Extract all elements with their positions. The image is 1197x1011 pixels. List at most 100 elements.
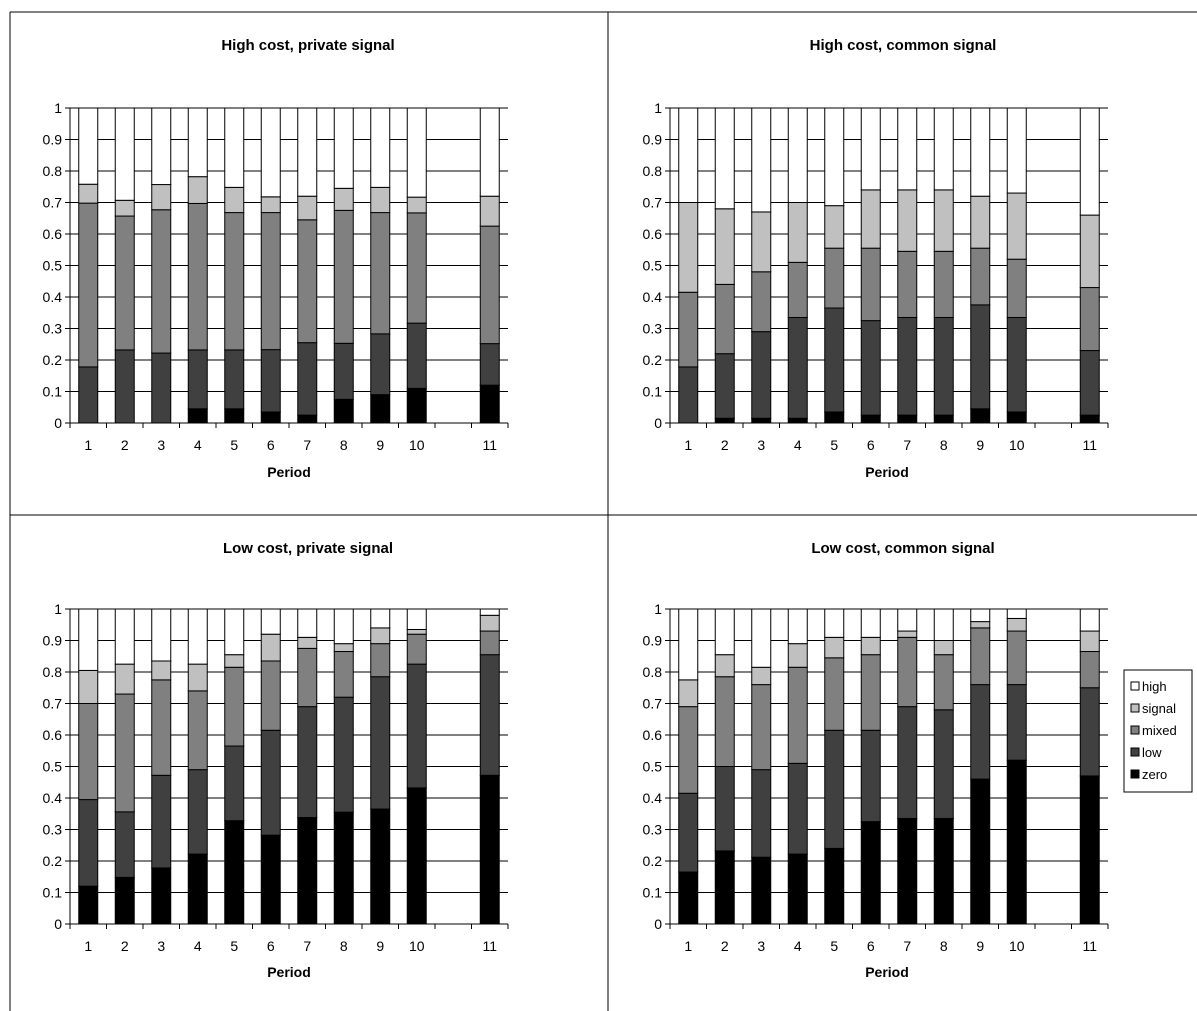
x-tick-label: 2 (721, 437, 729, 453)
x-tick-label: 9 (976, 938, 984, 954)
bar-segment-mixed (260, 660, 281, 731)
x-tick-label: 7 (903, 437, 911, 453)
x-tick-label: 3 (157, 938, 165, 954)
legend-swatch-high (1130, 681, 1140, 691)
x-axis-label: Period (267, 464, 311, 480)
bar-segment-low (333, 342, 354, 400)
legend-label-high: high (1142, 679, 1167, 694)
bar-segment-zero (1006, 759, 1027, 925)
bar-segment-signal (406, 628, 427, 635)
bar-segment-high (1079, 107, 1100, 216)
bar-segment-high (970, 107, 991, 197)
bar-segment-high (406, 608, 427, 630)
legend-label-zero: zero (1142, 767, 1167, 782)
bar-segment-mixed (787, 666, 808, 764)
x-tick-label: 10 (409, 437, 425, 453)
bar-segment-zero (260, 834, 281, 925)
y-tick-label: 0.1 (643, 384, 663, 400)
x-tick-label: 1 (684, 437, 692, 453)
bar-segment-mixed (370, 212, 391, 335)
bar-segment-low (678, 366, 699, 424)
x-tick-label: 1 (684, 938, 692, 954)
bar-segment-high (479, 107, 500, 197)
bar-segment-mixed (406, 212, 427, 324)
bar-segment-signal (897, 189, 918, 252)
chart-low-cost-private: Low cost, private signal Period 0 0.1 0.2 0… (43, 540, 509, 980)
bar-segment-low (333, 696, 354, 813)
bar-segment-low (897, 316, 918, 416)
x-tick-label: 6 (867, 437, 875, 453)
legend: high signal mixed low zero (1123, 669, 1193, 793)
x-tick-label: 10 (1009, 437, 1025, 453)
y-tick-label: 0.4 (643, 790, 663, 806)
bar-segment-low (224, 349, 245, 410)
bar-segment-signal (406, 196, 427, 214)
bar-segment-low (1079, 687, 1100, 777)
y-tick-label: 0.5 (43, 258, 63, 274)
bar-segment-mixed (479, 225, 500, 345)
bar-segment-zero (714, 850, 735, 925)
bar-segment-mixed (714, 676, 735, 767)
bar-segment-low (78, 366, 99, 424)
bar-segment-mixed (370, 643, 391, 678)
y-tick-label: 0.2 (643, 853, 663, 869)
bar-segment-mixed (114, 215, 135, 351)
bar-segment-high (714, 608, 735, 656)
bar-segment-low (78, 799, 99, 887)
y-tick-label: 0.8 (43, 664, 63, 680)
x-axis-label: Period (865, 464, 909, 480)
bar-segment-mixed (970, 627, 991, 686)
legend-label-mixed: mixed (1142, 723, 1177, 738)
y-tick-label: 0 (54, 916, 62, 932)
bar-segment-zero (970, 408, 991, 424)
bar-segment-mixed (479, 630, 500, 656)
bar-segment-signal (479, 614, 500, 632)
x-tick-label: 3 (757, 437, 765, 453)
bar-segment-mixed (151, 209, 172, 354)
bar-segment-low (933, 316, 954, 416)
panel-frames (9, 11, 1197, 1011)
x-tick-label: 1 (84, 938, 92, 954)
y-tick-label: 0.6 (43, 226, 63, 242)
bar-segment-high (151, 107, 172, 186)
y-tick-label: 0.8 (43, 163, 63, 179)
bar-segment-zero (333, 811, 354, 925)
x-tick-label: 11 (1082, 938, 1097, 954)
bar-segment-mixed (678, 291, 699, 368)
bar-segment-low (187, 769, 208, 855)
bar-segment-high (114, 608, 135, 665)
legend-swatch-low (1130, 747, 1140, 757)
bar-segment-mixed (1006, 630, 1027, 686)
x-tick-label: 2 (121, 437, 129, 453)
x-tick-label: 7 (303, 938, 311, 954)
bar-segment-mixed (187, 202, 208, 351)
x-tick-label: 11 (482, 437, 497, 453)
bar-segment-zero (824, 847, 845, 925)
bar-segment-high (751, 107, 772, 213)
bar-segment-signal (260, 196, 281, 214)
bar-segment-signal (751, 211, 772, 273)
y-tick-label: 0.6 (643, 727, 663, 743)
y-tick-label: 0.6 (43, 727, 63, 743)
bar-segment-zero (787, 417, 808, 424)
bar-segment-low (479, 654, 500, 776)
bar-segment-high (224, 608, 245, 656)
bar-segment-low (714, 766, 735, 852)
x-tick-label: 4 (194, 938, 202, 954)
y-tick-label: 0.9 (643, 633, 663, 649)
bar-segment-signal (297, 195, 318, 221)
bar-segment-low (114, 349, 135, 424)
y-tick-label: 0.7 (643, 696, 663, 712)
bar-segment-high (333, 608, 354, 645)
bar-segment-signal (933, 640, 954, 656)
x-tick-label: 2 (721, 938, 729, 954)
x-tick-label: 2 (121, 938, 129, 954)
bar-segment-mixed (78, 202, 99, 368)
bar-segment-signal (224, 186, 245, 214)
bar-segment-low (897, 706, 918, 819)
bar-segment-mixed (751, 684, 772, 771)
bar-segment-low (787, 762, 808, 855)
y-tick-label: 0 (654, 916, 662, 932)
bar-segment-low (933, 709, 954, 819)
legend-swatch-mixed (1130, 725, 1140, 735)
